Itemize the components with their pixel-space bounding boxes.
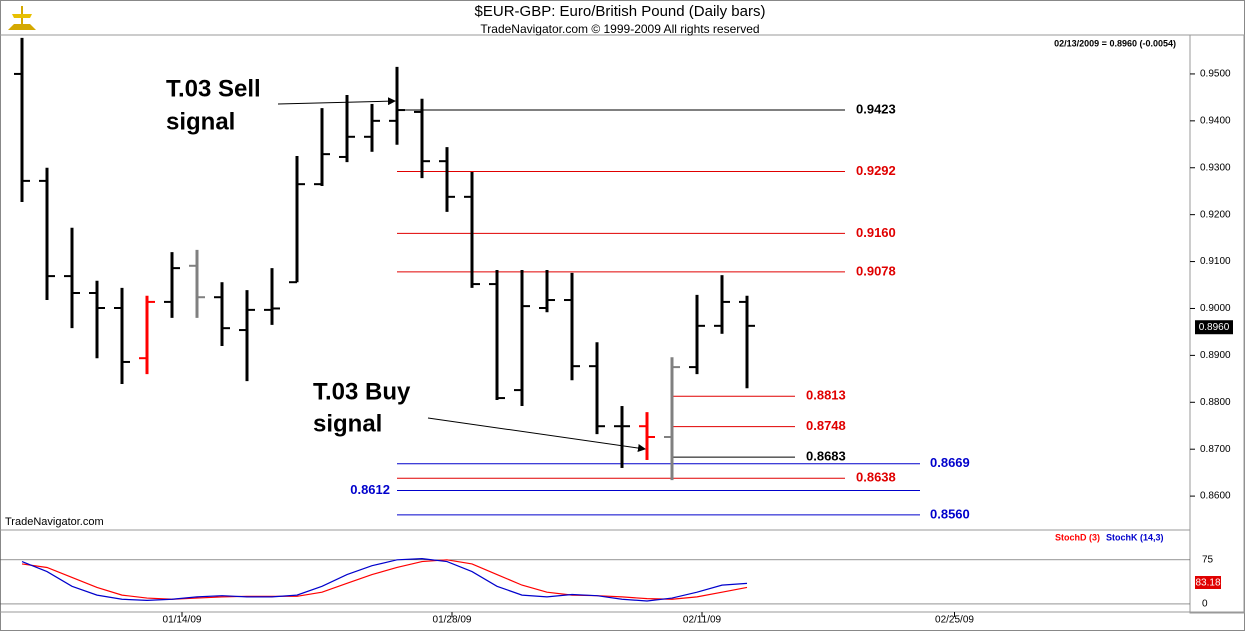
y-tick-label: 0.9400 (1200, 115, 1231, 126)
level-label: 0.8612 (350, 482, 390, 497)
level-label: 0.8683 (806, 449, 846, 464)
chart-title: $EUR-GBP: Euro/British Pound (Daily bars… (475, 3, 766, 20)
x-tick-label: 02/25/09 (935, 615, 974, 626)
y-tick-label: 0.8700 (1200, 444, 1231, 455)
level-label: 0.8638 (856, 470, 896, 485)
level-label: 0.8748 (806, 418, 846, 433)
y-tick-label: 0.8900 (1200, 350, 1231, 361)
annotation-arrow (277, 97, 396, 106)
y-tick-label: 0.8600 (1200, 491, 1231, 502)
y-tick-label: 0.9100 (1200, 256, 1231, 267)
stoch-last-label: 83.18 (1195, 578, 1220, 589)
last-price-box (1195, 320, 1233, 335)
stoch-line (21, 559, 748, 600)
last-quote: 02/13/2009 = 0.8960 (-0.0054) (1054, 38, 1176, 48)
level-label: 0.9292 (856, 163, 896, 178)
level-label: 0.9423 (856, 101, 896, 116)
level-label: 0.8813 (806, 388, 846, 403)
y-tick-label: 0.9500 (1200, 69, 1231, 80)
stoch-line (21, 558, 748, 602)
stoch-last-box (1195, 576, 1221, 589)
x-tick-label: 01/14/09 (163, 615, 202, 626)
annotation-text: signal (166, 108, 235, 135)
stoch-tick-label: 0 (1202, 599, 1208, 610)
annotation-arrow (427, 417, 646, 452)
annotation-text: T.03 Buy (313, 378, 411, 405)
y-tick-label: 0.8800 (1200, 397, 1231, 408)
annotation-text: T.03 Sell (166, 75, 261, 102)
legend-entry: StochK (14,3) (1106, 532, 1164, 542)
annotation-text: signal (313, 410, 382, 437)
level-label: 0.9160 (856, 225, 896, 240)
x-tick-label: 02/11/09 (683, 615, 722, 626)
stoch-tick-label: 75 (1202, 554, 1214, 565)
last-price-label: 0.8960 (1199, 322, 1230, 333)
level-label: 0.8560 (930, 506, 970, 521)
logo (8, 6, 36, 30)
x-tick-label: 01/28/09 (433, 615, 472, 626)
level-label: 0.9078 (856, 263, 896, 278)
legend-entry: StochD (3) (1055, 532, 1100, 542)
chart-subtitle: TradeNavigator.com © 1999-2009 All right… (480, 22, 759, 36)
y-tick-label: 0.9200 (1200, 209, 1231, 220)
y-tick-label: 0.9000 (1200, 303, 1231, 314)
watermark: TradeNavigator.com (5, 516, 104, 528)
level-label: 0.8669 (930, 455, 970, 470)
y-tick-label: 0.9300 (1200, 162, 1231, 173)
